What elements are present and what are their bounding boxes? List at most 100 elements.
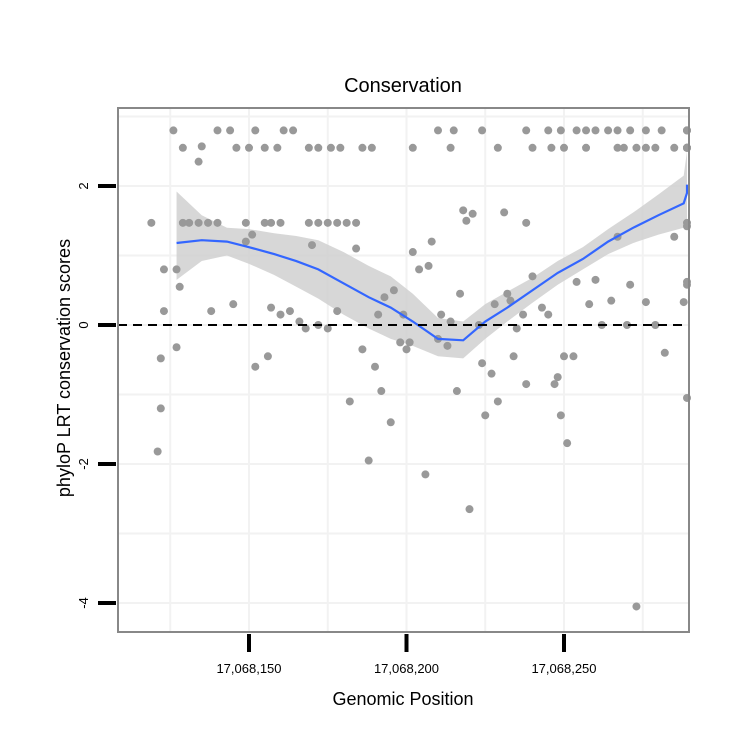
data-point [169, 126, 178, 135]
data-point [352, 218, 361, 227]
data-point [679, 298, 688, 307]
data-point [251, 126, 260, 135]
data-point [408, 143, 417, 152]
data-point [490, 300, 499, 309]
confidence-band-area [176, 133, 688, 359]
data-point [326, 143, 335, 152]
grid [118, 108, 689, 632]
data-point [493, 143, 502, 152]
data-point [289, 126, 298, 135]
data-point [267, 218, 276, 227]
data-point [336, 143, 345, 152]
data-point [446, 317, 455, 326]
data-point [415, 265, 424, 274]
data-point [613, 126, 622, 135]
data-point [178, 218, 187, 227]
data-point [185, 218, 194, 227]
data-point [626, 126, 635, 135]
data-point [556, 411, 565, 420]
data-point [386, 418, 395, 427]
x-tick-label: 17,068,200 [374, 661, 439, 676]
data-point [377, 387, 386, 396]
data-point [389, 286, 398, 295]
data-point [194, 157, 203, 166]
data-point [213, 218, 222, 227]
data-point [314, 218, 323, 227]
data-point [314, 143, 323, 152]
data-point [304, 143, 313, 152]
x-axis-label: Genomic Position [332, 689, 473, 709]
data-point [323, 218, 332, 227]
data-point [308, 241, 316, 250]
data-point [260, 143, 269, 152]
data-point [607, 296, 616, 305]
data-point [591, 126, 600, 135]
data-point [245, 143, 253, 152]
data-point [563, 439, 572, 448]
data-point [323, 324, 332, 333]
data-point [651, 143, 660, 152]
data-point [446, 143, 455, 152]
data-point [333, 307, 342, 316]
data-point [156, 404, 165, 413]
data-point [550, 380, 559, 389]
y-ticks: -4 -2 0 2 [76, 182, 116, 609]
data-point [449, 126, 458, 135]
data-point [273, 143, 282, 152]
data-point [585, 300, 594, 309]
data-point [371, 362, 379, 371]
data-point [408, 248, 417, 257]
data-point [301, 324, 310, 333]
data-point [207, 307, 216, 316]
data-point [572, 126, 581, 135]
data-point [632, 143, 641, 152]
data-point [582, 126, 591, 135]
data-point [456, 289, 465, 298]
data-point [197, 142, 206, 151]
y-tick-label: -2 [76, 458, 91, 470]
data-point [493, 397, 502, 406]
data-point [613, 143, 622, 152]
data-point [660, 348, 669, 357]
data-point [153, 447, 162, 456]
data-point [380, 293, 389, 302]
data-point [478, 359, 487, 368]
smooth-curve [176, 184, 689, 342]
data-point [481, 411, 490, 420]
data-point [591, 275, 600, 284]
y-axis-label: phyloP LRT conservation scores [54, 239, 74, 497]
data-points [147, 126, 691, 611]
data-point [194, 218, 203, 227]
data-point [226, 126, 235, 135]
data-point [544, 310, 553, 319]
data-point [462, 216, 471, 225]
data-point [522, 126, 531, 135]
data-point [632, 602, 641, 611]
data-point [478, 126, 487, 135]
data-point [358, 143, 367, 152]
data-point [434, 126, 442, 135]
data-point [402, 345, 411, 354]
plot-border [117, 107, 690, 633]
data-point [641, 143, 650, 152]
data-point [304, 218, 313, 227]
data-point [285, 307, 294, 316]
data-point [641, 126, 650, 135]
data-point [459, 206, 468, 215]
data-point [560, 143, 568, 152]
data-point [159, 307, 168, 316]
data-point [232, 143, 241, 152]
x-tick-label: 17,068,150 [216, 661, 281, 676]
data-point [619, 143, 628, 152]
data-point [251, 362, 260, 371]
smooth-line [176, 184, 689, 342]
data-point [506, 296, 515, 305]
data-point [248, 230, 257, 239]
data-point [500, 208, 509, 217]
data-point [345, 397, 354, 406]
data-point [358, 345, 367, 354]
data-point [452, 387, 461, 396]
y-tick-label: 2 [76, 182, 91, 189]
data-point [260, 218, 269, 227]
data-point [424, 261, 433, 270]
